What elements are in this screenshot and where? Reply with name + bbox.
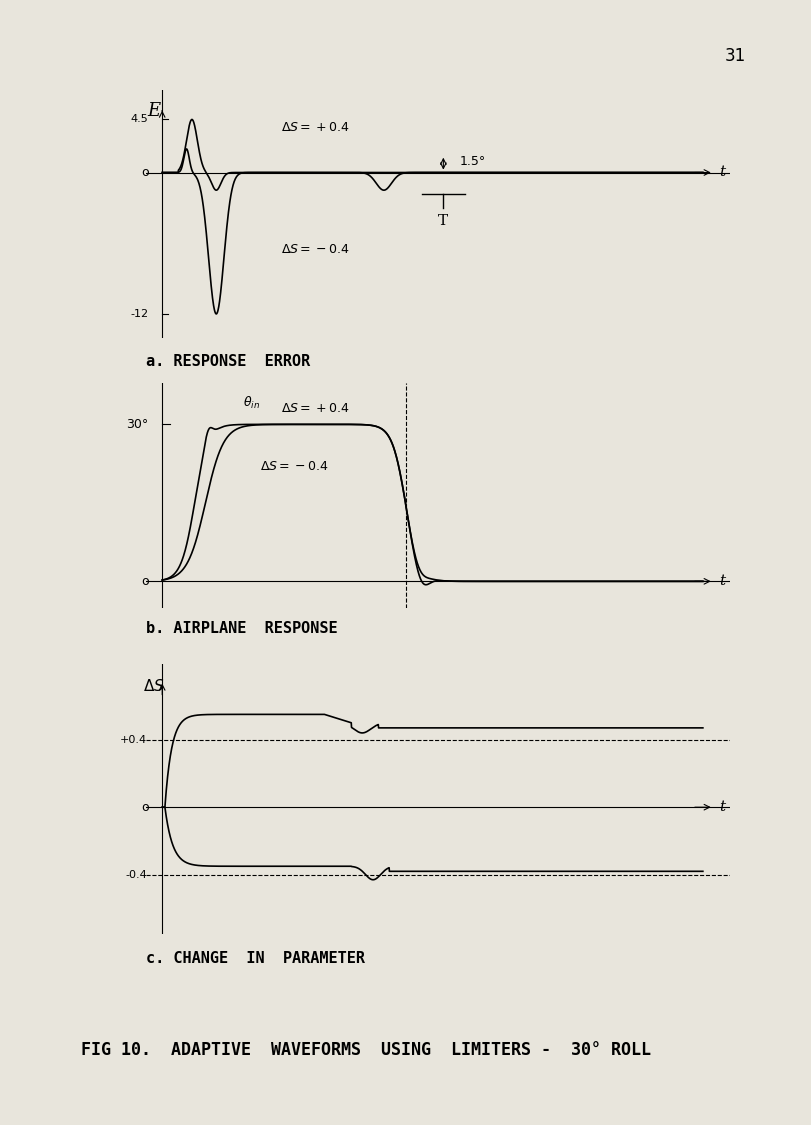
Text: E: E bbox=[148, 102, 161, 120]
Text: -0.4: -0.4 bbox=[126, 870, 147, 880]
Text: $\Delta S = -0.4$: $\Delta S = -0.4$ bbox=[260, 460, 328, 472]
Text: T: T bbox=[438, 214, 448, 227]
Text: 31: 31 bbox=[725, 47, 746, 65]
Text: -12: -12 bbox=[131, 309, 148, 318]
Text: a. RESPONSE  ERROR: a. RESPONSE ERROR bbox=[146, 354, 311, 369]
Text: c. CHANGE  IN  PARAMETER: c. CHANGE IN PARAMETER bbox=[146, 951, 365, 965]
Text: 4.5: 4.5 bbox=[131, 115, 148, 125]
Text: $\Delta S = +0.4$: $\Delta S = +0.4$ bbox=[281, 402, 350, 415]
Text: $\theta_{in}$: $\theta_{in}$ bbox=[243, 395, 260, 412]
Text: +0.4: +0.4 bbox=[120, 735, 147, 745]
Text: b. AIRPLANE  RESPONSE: b. AIRPLANE RESPONSE bbox=[146, 621, 337, 636]
Text: 30°: 30° bbox=[127, 417, 148, 431]
Text: t: t bbox=[719, 575, 725, 588]
Text: t: t bbox=[719, 165, 725, 180]
Text: $\Delta S$: $\Delta S$ bbox=[144, 677, 165, 694]
Text: t: t bbox=[719, 800, 725, 814]
Text: 1.5°: 1.5° bbox=[460, 155, 486, 169]
Text: o: o bbox=[141, 801, 148, 813]
Text: $\Delta S = +0.4$: $\Delta S = +0.4$ bbox=[281, 122, 350, 134]
Text: FIG 10.  ADAPTIVE  WAVEFORMS  USING  LIMITERS -  30° ROLL: FIG 10. ADAPTIVE WAVEFORMS USING LIMITER… bbox=[81, 1041, 651, 1059]
Text: o: o bbox=[141, 575, 148, 588]
Text: o: o bbox=[141, 166, 148, 179]
Text: $\Delta S = -0.4$: $\Delta S = -0.4$ bbox=[281, 243, 350, 255]
